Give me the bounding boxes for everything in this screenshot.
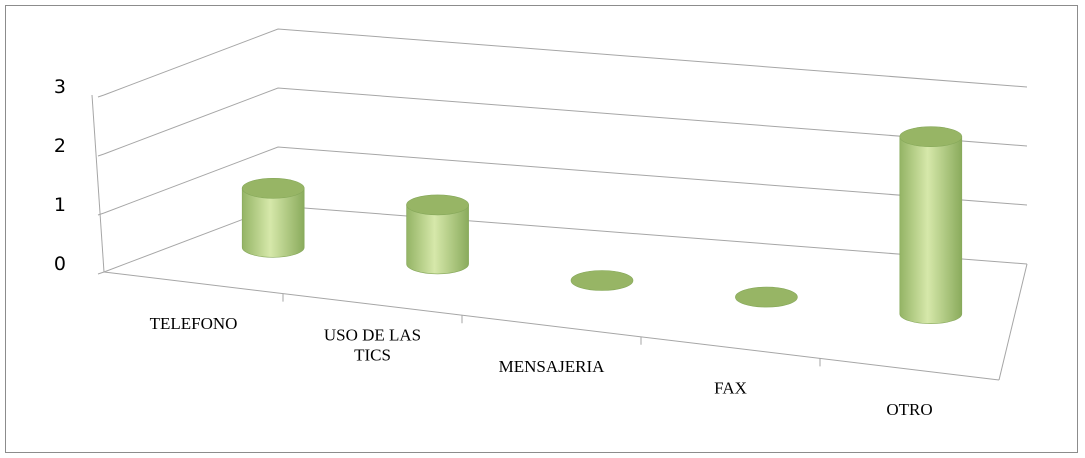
gridline bbox=[103, 28, 1028, 96]
cylinder-body bbox=[406, 204, 469, 275]
x-axis-line bbox=[103, 271, 1000, 381]
y-tick-mark bbox=[97, 94, 105, 98]
x-category-label: FAX bbox=[714, 379, 747, 398]
y-tick-mark bbox=[97, 212, 105, 216]
cylinder-top bbox=[570, 270, 634, 291]
cylinder-top bbox=[241, 178, 305, 199]
y-tick-label: 1 bbox=[54, 194, 66, 216]
gridline bbox=[103, 146, 1028, 214]
bar-uso-de-las-tics bbox=[406, 194, 469, 275]
x-category-label: MENSAJERIA bbox=[499, 357, 606, 376]
gridline bbox=[103, 87, 1028, 155]
bar-fax bbox=[735, 286, 798, 308]
floor-right-edge bbox=[998, 263, 1028, 381]
y-axis-tick-labels: 0 1 2 3 bbox=[54, 76, 66, 275]
y-tick-label: 0 bbox=[54, 253, 66, 275]
bar-otro bbox=[899, 126, 963, 324]
cylinder-top bbox=[735, 286, 798, 308]
cylinder-body bbox=[241, 188, 305, 258]
x-axis-category-labels: TELEFONO USO DE LAS TICS MENSAJERIA FAX OTRO bbox=[150, 314, 933, 419]
x-category-label: OTRO bbox=[886, 400, 932, 419]
y-tick-label: 2 bbox=[54, 135, 66, 157]
bar-telefono bbox=[241, 178, 305, 258]
y-axis-line bbox=[91, 94, 105, 273]
axes bbox=[91, 94, 1028, 381]
gridlines bbox=[103, 28, 1028, 214]
bars bbox=[241, 126, 963, 324]
cylinder-body bbox=[899, 136, 963, 324]
bar-mensajeria bbox=[570, 270, 634, 291]
y-tick-label: 3 bbox=[54, 76, 66, 98]
x-category-label: TELEFONO bbox=[150, 314, 238, 333]
y-tick-mark bbox=[97, 271, 105, 275]
cylinder-top bbox=[406, 194, 469, 216]
y-tick-mark bbox=[97, 153, 105, 157]
x-category-label: USO DE LAS TICS bbox=[324, 325, 421, 364]
cylinder-chart: 0 1 2 3 TELEFONO USO DE LAS TICS MENSAJERIA FAX… bbox=[54, 28, 1028, 419]
cylinder-top bbox=[899, 126, 963, 147]
chart-frame: 0 1 2 3 TELEFONO USO DE LAS TICS MENSAJERIA FAX… bbox=[5, 5, 1078, 453]
